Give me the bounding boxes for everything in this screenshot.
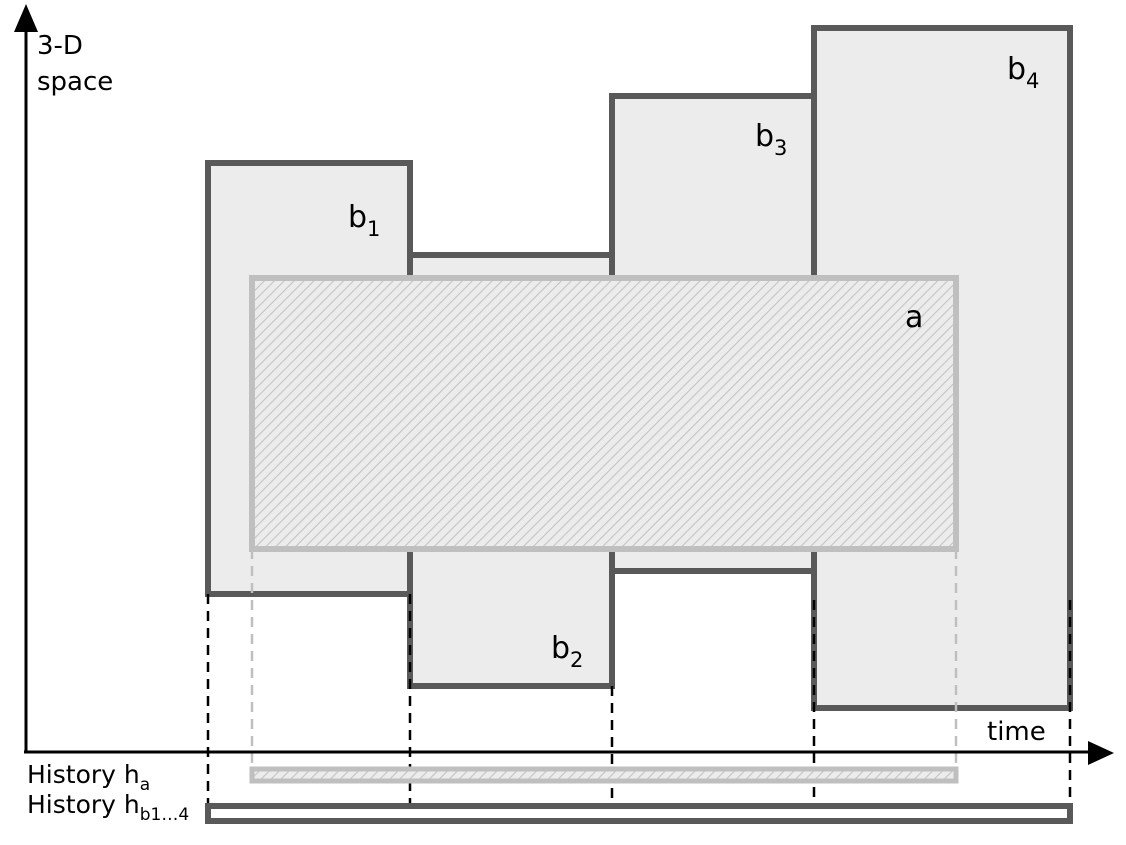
box-b2-label: b2 [551,631,583,672]
y-axis-label-line1: 3-D [37,31,83,61]
box-b3-letter: b [755,119,774,154]
history-b-label: History hb1…4 [27,790,189,825]
box-b3-subscript: 3 [774,136,787,160]
box-b1-label: b1 [348,200,380,241]
box-b2-letter: b [551,631,570,666]
box-a-label: a [905,300,923,335]
y-axis-label-line2: space [37,67,113,97]
projection-lines-b [206,594,1072,822]
box-b2-subscript: 2 [570,648,583,672]
history-bar-a [249,766,959,784]
box-b4-label: b4 [1007,52,1039,93]
y-axis-arrow-icon [14,4,38,32]
box-a [249,275,959,552]
history-b-text: History h [27,790,140,819]
history-a-text: History h [27,760,140,789]
projection-lines-a [250,549,958,772]
box-b3-label: b3 [755,119,787,160]
x-axis-arrow-icon [1088,741,1114,765]
box-b1-letter: b [348,200,367,235]
box-b4-subscript: 4 [1026,69,1039,93]
x-axis-label: time [987,717,1046,747]
box-b1-subscript: 1 [367,217,380,241]
history-bar-b [205,803,1073,824]
box-b4-letter: b [1007,52,1026,87]
history-a-subscript: a [140,775,150,795]
history-a-label: History ha [27,760,150,795]
history-b-subscript: b1…4 [140,805,189,825]
